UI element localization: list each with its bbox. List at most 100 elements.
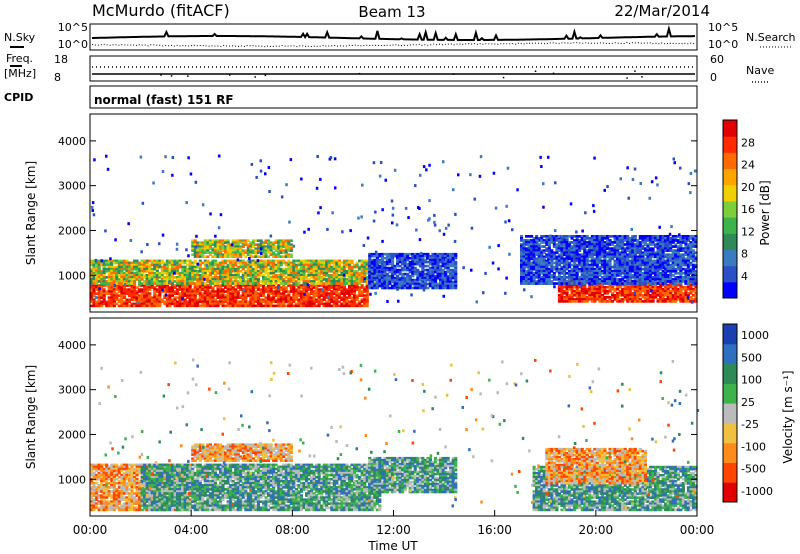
data-cell [155, 294, 159, 297]
data-cell [310, 263, 314, 267]
data-cell [158, 304, 162, 308]
data-cell [229, 280, 233, 283]
data-cell [373, 284, 377, 288]
data-cell [595, 253, 599, 257]
data-cell [140, 294, 144, 297]
data-cell [188, 290, 192, 293]
data-cell [568, 249, 572, 252]
data-cell [621, 243, 625, 246]
data-cell [122, 300, 126, 304]
data-cell [575, 239, 579, 242]
data-cell [274, 267, 278, 271]
data-cell [403, 280, 407, 284]
data-cell [262, 249, 266, 252]
data-cell [363, 288, 367, 291]
data-cell [651, 294, 655, 297]
data-cell [226, 284, 230, 287]
data-cell [345, 282, 349, 285]
data-cell [234, 276, 238, 279]
data-cell [138, 274, 142, 277]
data-cell [310, 292, 314, 295]
data-cell [593, 285, 597, 289]
data-cell [287, 261, 291, 265]
data-cell [408, 268, 412, 272]
data-cell [241, 239, 245, 242]
data-cell [570, 245, 574, 248]
data-cell [542, 278, 546, 281]
data-cell [522, 265, 526, 269]
data-cell [143, 280, 147, 283]
data-cell [593, 239, 597, 242]
data-cell [196, 247, 200, 250]
data-cell [274, 247, 278, 250]
data-cell [598, 259, 602, 263]
data-cell [165, 263, 169, 267]
data-cell [289, 263, 293, 267]
data-cell [150, 269, 154, 273]
data-cell [110, 292, 114, 295]
data-cell [403, 260, 407, 264]
data-cell [573, 276, 577, 279]
data-cell [299, 278, 303, 281]
data-cell [560, 289, 564, 293]
data-cell [216, 241, 220, 244]
data-cell [92, 288, 96, 291]
data-cell [282, 280, 286, 283]
data-cell [444, 262, 448, 266]
data-cell [267, 292, 271, 295]
data-cell [269, 245, 273, 248]
data-cell [181, 284, 185, 287]
data-cell [565, 237, 569, 240]
data-cell [206, 249, 210, 252]
data-cell [160, 259, 164, 263]
data-cell [542, 282, 546, 285]
data-cell [193, 255, 197, 258]
data-cell [211, 296, 215, 299]
data-cell [264, 265, 268, 269]
data-cell [100, 292, 104, 295]
data-cell [188, 280, 192, 283]
data-cell [345, 265, 349, 269]
data-cell [590, 285, 594, 289]
data-cell [254, 271, 258, 275]
data-cell [117, 263, 121, 267]
data-cell [396, 252, 400, 256]
data-cell [158, 274, 162, 277]
data-cell [593, 259, 597, 263]
data-cell [206, 274, 210, 277]
data-cell [368, 276, 372, 280]
data-cell [542, 274, 546, 277]
data-cell [282, 269, 286, 273]
data-cell [593, 287, 597, 291]
data-cell [413, 262, 417, 266]
data-cell [259, 249, 263, 252]
data-cell [239, 276, 243, 279]
data-cell [575, 267, 579, 271]
data-cell [168, 298, 172, 302]
data-cell [234, 247, 238, 250]
data-cell [226, 302, 230, 306]
data-cell [140, 302, 144, 306]
data-cell [563, 282, 567, 285]
data-cell [598, 280, 602, 283]
data-cell [155, 259, 159, 263]
data-cell [231, 253, 235, 256]
data-cell [603, 296, 607, 299]
data-cell [143, 265, 147, 269]
data-cell [229, 265, 233, 269]
data-cell [444, 266, 448, 270]
data-cell [100, 263, 104, 267]
data-cell [679, 287, 683, 291]
data-cell [628, 265, 632, 269]
data-cell [246, 259, 250, 263]
data-cell [578, 278, 582, 281]
data-cell [406, 278, 410, 282]
data-cell [254, 263, 258, 267]
data-cell [335, 288, 339, 291]
data-cell [302, 304, 306, 308]
data-cell [216, 296, 220, 299]
data-cell [565, 282, 569, 285]
data-cell [590, 259, 594, 263]
data-cell [105, 267, 109, 271]
